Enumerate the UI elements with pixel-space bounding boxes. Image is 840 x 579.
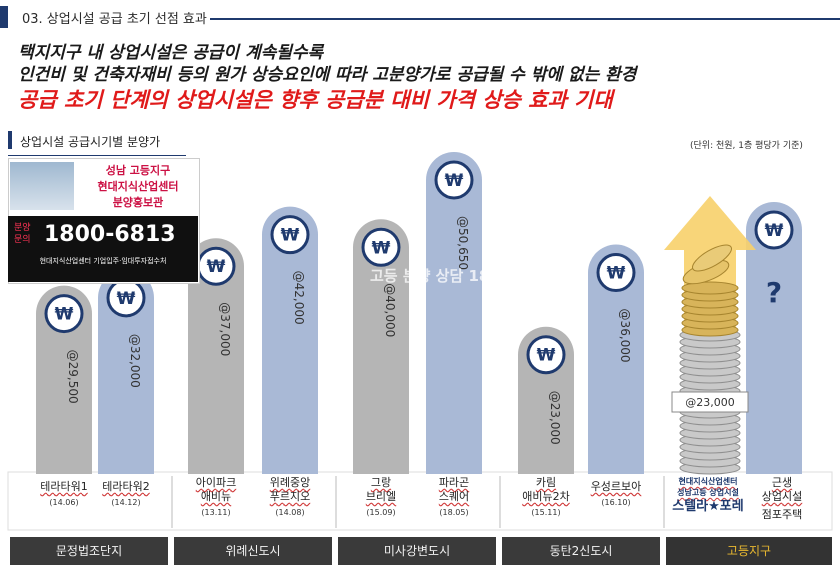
value-box	[671, 391, 749, 413]
currency-icon	[44, 294, 84, 334]
currency-symbol: ₩	[281, 226, 300, 246]
category-date: (18.05)	[439, 508, 469, 517]
bar-body	[353, 247, 409, 474]
chart-title-accent	[8, 131, 12, 149]
currency-icon	[270, 215, 310, 255]
value-label: @42,000	[292, 271, 306, 325]
section-title: 03. 상업시설 공급 초기 선점 효과	[22, 12, 207, 27]
gold-coin	[681, 281, 739, 295]
category-area	[7, 471, 833, 531]
category-date: (15.09)	[366, 508, 396, 517]
ad-footer: 현대지식산업센터 기업입주·임대투자접수처	[39, 257, 167, 265]
category-label: 카림 애비뉴2차	[522, 476, 570, 503]
ad-phone-number[interactable]: 1800-6813	[44, 222, 176, 247]
currency-symbol: ₩	[537, 346, 556, 366]
region-label: 위례신도시	[174, 537, 332, 565]
currency-symbol: ₩	[445, 171, 464, 191]
category-label: 파라곤 스퀘어	[438, 476, 470, 503]
category-label: 테라타워2	[102, 480, 150, 493]
region-label: 고등지구	[666, 537, 832, 565]
chart-title-rule	[8, 155, 186, 156]
category-date: (13.11)	[201, 508, 231, 517]
category-label: 아이파크 애비뉴	[195, 476, 237, 503]
gold-coin	[692, 244, 732, 272]
currency-icon	[526, 335, 566, 375]
ad-phone-label: 분양 문의	[14, 223, 31, 245]
value-label: @37,000	[218, 302, 232, 356]
value-label: @40,000	[383, 283, 397, 337]
category-date: (15.11)	[531, 508, 561, 517]
region-gap	[5, 532, 835, 535]
value-label: @29,500	[66, 350, 80, 404]
value-label: ?	[766, 276, 782, 309]
headline-line-2: 인건비 및 건축자재비 등의 원가 상승요인에 따라 고분양가로 공급될 수 밖…	[18, 65, 637, 85]
value-label: @50,650	[456, 216, 470, 270]
category-date: 점포주택	[761, 508, 803, 521]
currency-symbol: ₩	[607, 264, 626, 284]
value-label: @36,000	[618, 309, 632, 363]
category-date: (14.08)	[275, 508, 305, 517]
header-rule	[210, 18, 840, 20]
currency-symbol: ₩	[55, 305, 74, 325]
headline-line-1: 택지지구 내 상업시설은 공급이 계속될수록	[18, 43, 324, 63]
category-label: 위례중앙 푸르지오	[269, 476, 311, 503]
category-date: (14.12)	[111, 498, 141, 507]
bar-body	[188, 266, 244, 474]
bar-body	[98, 297, 154, 474]
category-date: (14.06)	[49, 498, 79, 507]
ad-office: 분양홍보관	[112, 196, 164, 209]
value-label: @23,000	[685, 396, 735, 409]
category-label: 그랑 브리엘	[365, 476, 397, 503]
category-label: 우성르보아	[590, 480, 642, 493]
currency-symbol: ₩	[207, 257, 226, 277]
building-photo	[10, 162, 74, 210]
category-date: (16.10)	[601, 498, 631, 507]
bar-body	[36, 313, 92, 474]
ad-name: 현대지식산업센터	[97, 180, 179, 193]
category-label: 테라타워1	[40, 480, 88, 493]
chart-title: 상업시설 공급시기별 분양가	[20, 135, 161, 149]
bar-body	[262, 234, 318, 474]
bar-body	[588, 272, 644, 474]
bar-body	[518, 354, 574, 474]
currency-icon	[361, 227, 401, 267]
currency-symbol: ₩	[372, 238, 391, 258]
watermark: 고등 분양 상담 1800	[370, 267, 511, 285]
category-label: 근생 상업시설	[761, 476, 803, 503]
ad-location: 성남 고등지구	[105, 164, 171, 177]
value-label: @23,000	[548, 391, 562, 445]
region-label: 미사강변도시	[338, 537, 496, 565]
category-label: 현대지식산업센터 성남고등 상업시설	[677, 477, 739, 497]
currency-symbol: ₩	[765, 221, 784, 241]
value-label: @32,000	[128, 334, 142, 388]
bar-body	[746, 230, 802, 474]
header-accent-bar	[0, 6, 8, 28]
currency-icon	[754, 210, 794, 250]
bar-body	[426, 180, 482, 474]
headline-line-3: 공급 초기 단계의 상업시설은 향후 공급분 대비 가격 상승 효과 기대	[18, 88, 613, 112]
brand-label: 스텔라★포레	[672, 499, 744, 514]
currency-icon	[434, 160, 474, 200]
unit-note: (단위: 천원, 1층 평당가 기준)	[690, 141, 803, 151]
region-label: 동탄2신도시	[502, 537, 660, 565]
ad-phone-box	[8, 216, 198, 282]
region-label: 문정법조단지	[10, 537, 168, 565]
currency-symbol: ₩	[117, 289, 136, 309]
currency-icon	[596, 253, 636, 293]
